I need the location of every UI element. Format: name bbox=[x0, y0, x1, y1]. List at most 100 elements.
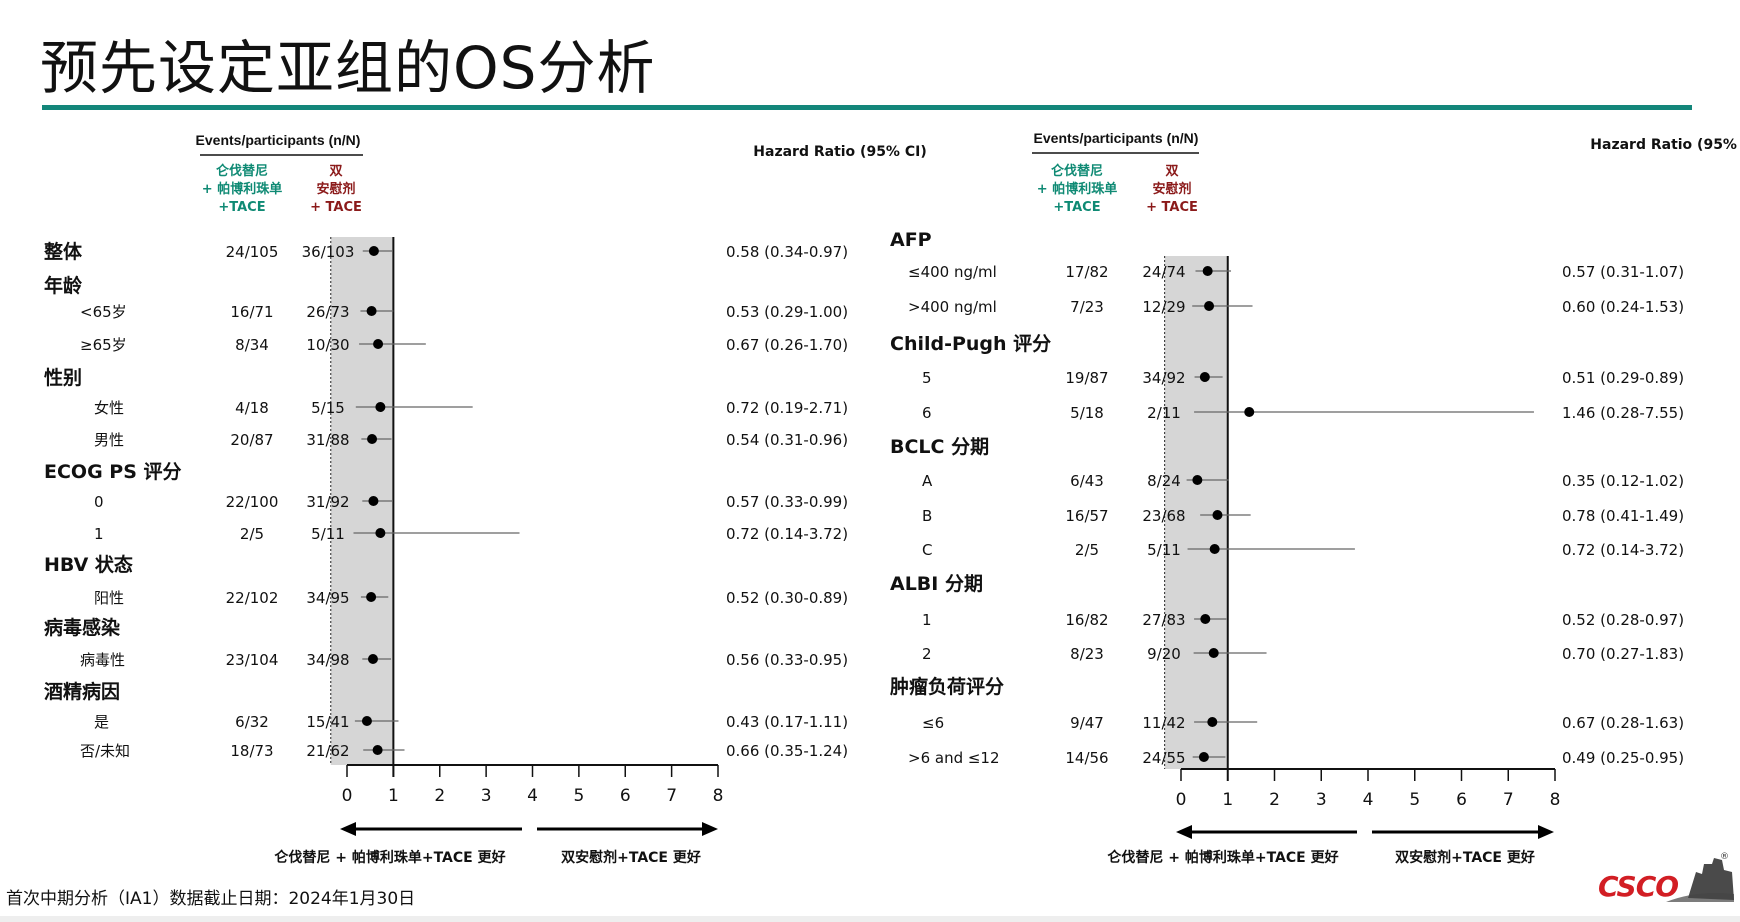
arm2-events: 24/55 bbox=[1142, 749, 1185, 767]
subgroup-label: 2 bbox=[922, 645, 932, 663]
arm2-events: 31/92 bbox=[306, 493, 349, 511]
x-tick-label: 0 bbox=[342, 786, 353, 806]
arm1-events: 14/56 bbox=[1065, 749, 1108, 767]
hr-ci-text: 1.46 (0.28-7.55) bbox=[1562, 404, 1684, 422]
arm2-events: 15/41 bbox=[306, 713, 349, 731]
bottom-strip bbox=[0, 916, 1740, 922]
x-tick-label: 7 bbox=[666, 786, 677, 806]
arm1-events: 8/23 bbox=[1070, 645, 1104, 663]
arm2-events: 9/20 bbox=[1147, 645, 1181, 663]
hr-header: Hazard Ratio (95% CI) bbox=[1590, 137, 1740, 153]
hr-ci-text: 0.56 (0.33-0.95) bbox=[726, 651, 848, 669]
arm2-events: 5/15 bbox=[311, 399, 345, 417]
subgroup-label: >6 and ≤12 bbox=[908, 749, 1000, 767]
subgroup-header: 整体 bbox=[44, 240, 83, 263]
hr-point bbox=[1244, 407, 1255, 417]
x-tick-label: 8 bbox=[1550, 790, 1561, 810]
favor-left-arrowhead bbox=[1176, 825, 1192, 839]
hr-point bbox=[1207, 717, 1218, 727]
hr-ci-text: 0.43 (0.17-1.11) bbox=[726, 713, 848, 731]
x-tick-label: 0 bbox=[1176, 790, 1187, 810]
subgroup-label: >400 ng/ml bbox=[908, 298, 997, 316]
x-tick-label: 4 bbox=[1363, 790, 1374, 810]
subgroup-header: ECOG PS 评分 bbox=[44, 461, 182, 483]
hr-ci-text: 0.57 (0.31-1.07) bbox=[1562, 263, 1684, 281]
arm2-events: 12/29 bbox=[1142, 298, 1185, 316]
arm2-events: 31/88 bbox=[306, 431, 349, 449]
events-header: Events/participants (n/N) bbox=[196, 132, 361, 148]
x-tick-label: 8 bbox=[713, 786, 724, 806]
hr-ci-text: 0.67 (0.28-1.63) bbox=[1562, 714, 1684, 732]
arm2-events: 36/103 bbox=[302, 243, 355, 261]
hr-point bbox=[1212, 510, 1223, 520]
hr-point bbox=[1209, 544, 1220, 554]
arm1-events: 16/82 bbox=[1065, 611, 1108, 629]
favor-right-label: 双安慰剂+TACE 更好 bbox=[1395, 849, 1535, 866]
subgroup-label: ≤6 bbox=[922, 714, 944, 732]
hr-point bbox=[1200, 614, 1211, 624]
hr-point bbox=[366, 592, 377, 602]
favor-left-label: 仑伐替尼 + 帕博利珠单+TACE 更好 bbox=[274, 849, 505, 866]
arm2-header-line: + TACE bbox=[310, 200, 362, 215]
arm2-header-line: + TACE bbox=[1146, 200, 1198, 215]
hr-point bbox=[1202, 266, 1213, 276]
subgroup-header: HBV 状态 bbox=[44, 553, 133, 576]
title-rule bbox=[42, 105, 1692, 110]
subgroup-label: 女性 bbox=[94, 399, 124, 417]
events-header: Events/participants (n/N) bbox=[1034, 130, 1199, 146]
hr-ci-text: 0.53 (0.29-1.00) bbox=[726, 303, 848, 321]
arm2-header-line: 双 bbox=[1165, 164, 1178, 179]
subgroup-label: 否/未知 bbox=[80, 742, 130, 760]
arm1-events: 22/102 bbox=[226, 589, 279, 607]
x-tick-label: 5 bbox=[573, 786, 584, 806]
subgroup-label: ≥65岁 bbox=[80, 336, 127, 354]
subgroup-label: 男性 bbox=[94, 431, 124, 449]
arm1-events: 6/43 bbox=[1070, 472, 1104, 490]
subgroup-label: 是 bbox=[94, 713, 109, 731]
arm2-events: 34/92 bbox=[1142, 369, 1185, 387]
x-tick-label: 7 bbox=[1503, 790, 1514, 810]
arm2-events: 34/98 bbox=[306, 651, 349, 669]
x-tick-label: 1 bbox=[388, 786, 399, 806]
subgroup-header: 病毒感染 bbox=[44, 616, 120, 639]
arm2-events: 21/62 bbox=[306, 742, 349, 760]
hr-ci-text: 0.66 (0.35-1.24) bbox=[726, 742, 848, 760]
hr-ci-text: 0.72 (0.14-3.72) bbox=[1562, 541, 1684, 559]
subgroup-header: 酒精病因 bbox=[44, 680, 120, 703]
hr-ci-text: 0.52 (0.30-0.89) bbox=[726, 589, 848, 607]
x-tick-label: 6 bbox=[620, 786, 631, 806]
arm1-header-line: +TACE bbox=[1053, 200, 1100, 215]
arm2-header-line: 安慰剂 bbox=[316, 181, 355, 197]
hr-point bbox=[1204, 301, 1215, 311]
subgroup-label: <65岁 bbox=[80, 303, 127, 321]
footer-note: 首次中期分析（IA1）数据截止日期：2024年1月30日 bbox=[6, 889, 416, 909]
arm1-events: 6/32 bbox=[235, 713, 269, 731]
x-tick-label: 4 bbox=[527, 786, 538, 806]
subgroup-header: 年龄 bbox=[44, 274, 83, 297]
arm1-header-line: 仑伐替尼 bbox=[216, 163, 268, 179]
subgroup-header: AFP bbox=[890, 229, 932, 251]
hr-point bbox=[375, 402, 386, 412]
subgroup-header: BCLC 分期 bbox=[890, 436, 989, 458]
arm2-events: 5/11 bbox=[311, 525, 345, 543]
arm1-events: 17/82 bbox=[1065, 263, 1108, 281]
arm1-events: 18/73 bbox=[230, 742, 273, 760]
hr-ci-text: 0.58 (0.34-0.97) bbox=[726, 243, 848, 261]
subgroup-label: B bbox=[922, 507, 932, 525]
subgroup-header: 性别 bbox=[44, 366, 82, 389]
hr-point bbox=[373, 339, 384, 349]
arm1-events: 5/18 bbox=[1070, 404, 1104, 422]
subgroup-label: 6 bbox=[922, 404, 932, 422]
arm1-header-line: 仑伐替尼 bbox=[1051, 163, 1103, 179]
hr-ci-text: 0.57 (0.33-0.99) bbox=[726, 493, 848, 511]
hr-point bbox=[1198, 752, 1209, 762]
hr-point bbox=[1192, 475, 1203, 485]
arm1-events: 4/18 bbox=[235, 399, 269, 417]
hr-ci-text: 0.52 (0.28-0.97) bbox=[1562, 611, 1684, 629]
favor-right-arrowhead bbox=[702, 822, 718, 836]
x-tick-label: 2 bbox=[1269, 790, 1280, 810]
arm2-header-line: 安慰剂 bbox=[1152, 181, 1191, 197]
hr-point bbox=[368, 496, 379, 506]
arm2-events: 8/24 bbox=[1147, 472, 1181, 490]
favor-left-arrowhead bbox=[340, 822, 356, 836]
